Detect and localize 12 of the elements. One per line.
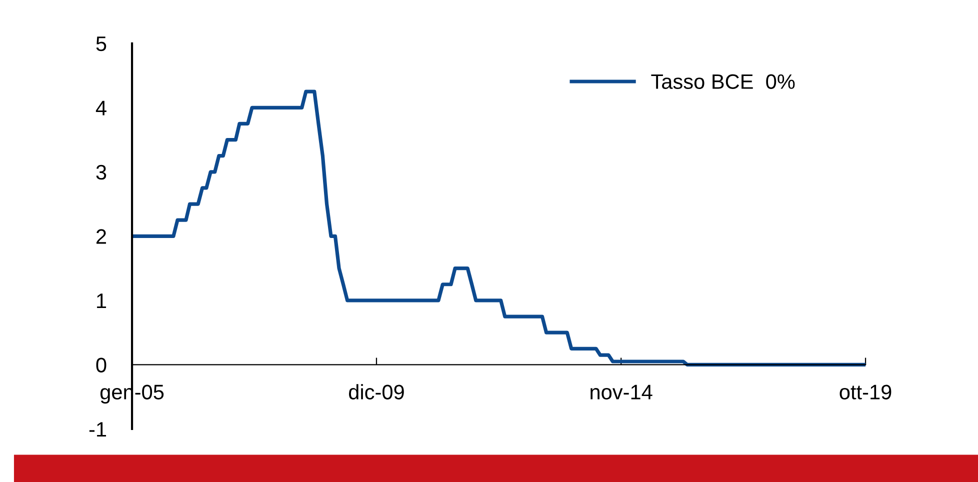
- y-tick-label: 4: [96, 100, 106, 116]
- legend-label: Tasso BCE 0%: [651, 74, 795, 89]
- y-tick-label: 0: [96, 358, 106, 372]
- x-tick-label: ott-19: [840, 384, 892, 400]
- x-tick-label: nov-14: [590, 384, 652, 400]
- y-tick-label: 1: [97, 294, 106, 308]
- y-tick-label: 2: [96, 229, 106, 244]
- x-tick-label: dic-09: [348, 384, 404, 400]
- line-series: [132, 90, 866, 367]
- y-tick-label: 3: [96, 164, 106, 180]
- y-tick-label: -1: [89, 422, 106, 437]
- y-tick-label: 5: [96, 36, 106, 52]
